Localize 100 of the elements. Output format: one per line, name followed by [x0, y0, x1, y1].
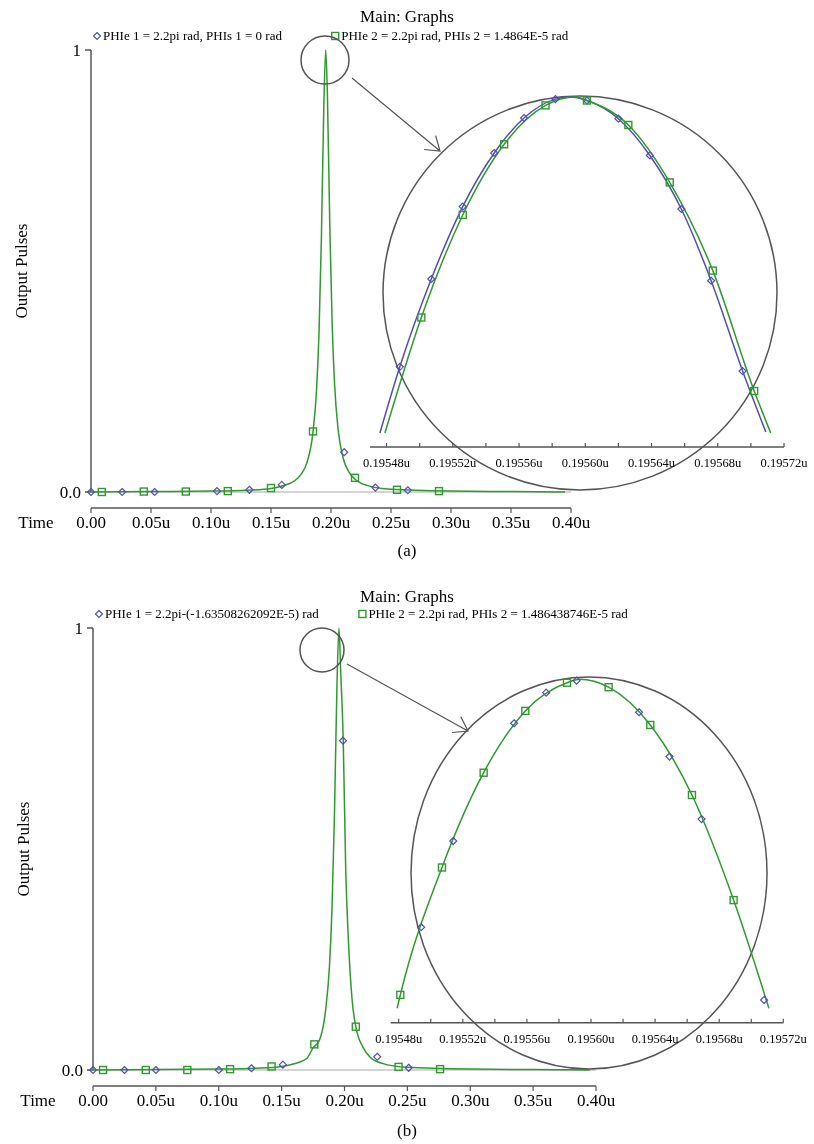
point [677, 204, 686, 214]
point [729, 895, 738, 905]
y-axis-title: Output Pulses [12, 223, 31, 319]
x-tick-label: 0.19564u [631, 1031, 680, 1046]
point [350, 473, 360, 483]
point [519, 113, 529, 123]
point [118, 487, 127, 497]
point [708, 266, 717, 275]
point [749, 386, 759, 396]
point [604, 683, 613, 692]
x-tick-label: 0.19572u [760, 456, 809, 470]
point [542, 688, 551, 697]
x-tick-label: 0.19548u [375, 1031, 423, 1046]
point [665, 752, 674, 761]
point [371, 483, 380, 492]
point [212, 487, 222, 496]
point [338, 736, 348, 745]
point [551, 95, 560, 104]
point [634, 708, 644, 717]
point [351, 1022, 361, 1031]
point [434, 486, 444, 496]
x-tick-label: 0.15u [251, 513, 291, 532]
x-tick-label: 0.19572u [759, 1031, 808, 1046]
point [437, 863, 447, 872]
x-axis-title: Time [20, 1091, 56, 1110]
x-tick-label: 0.19564u [628, 456, 676, 470]
point [141, 1065, 151, 1075]
point [373, 1052, 382, 1061]
x-tick-label: 0.35u [514, 1091, 553, 1110]
y-tick-label: 1 [74, 619, 83, 638]
x-tick-label: 0.19552u [429, 456, 477, 470]
point [490, 148, 499, 158]
legend-label: PHIe 2 = 2.2pi rad, PHIs 2 = 1.4864E-5 rad [341, 28, 569, 43]
point [98, 1065, 108, 1075]
point [395, 362, 404, 371]
point [646, 720, 655, 730]
point [214, 1065, 223, 1075]
legend-label: PHIe 2 = 2.2pi rad, PHIs 2 = 1.486438746E-5 rad [368, 606, 629, 621]
point [614, 114, 623, 123]
point [340, 448, 349, 457]
x-tick-label: 0.30u [451, 1091, 490, 1110]
point [97, 487, 106, 497]
point [278, 1060, 287, 1069]
text: (a) [397, 541, 417, 560]
legend-label: PHIe 1 = 2.2pi rad, PHIs 1 = 0 rad [103, 28, 283, 43]
point [449, 836, 458, 846]
x-tick-label: 0.19552u [439, 1031, 487, 1046]
x-tick-label: 0.00 [76, 513, 106, 532]
x-tick-label: 0.19568u [695, 1031, 744, 1046]
point [499, 140, 509, 149]
x-tick-label: 0.05u [136, 1091, 176, 1110]
x-tick-label: 0.19560u [561, 456, 610, 470]
point [277, 480, 286, 490]
point [120, 1065, 129, 1075]
y-axis-title: Output Pulses [14, 801, 33, 897]
x-tick-label: 0.19548u [363, 456, 411, 470]
point [139, 487, 148, 496]
x-tick-label: 0.30u [431, 513, 471, 532]
y-tick-label: 1 [72, 41, 81, 60]
point [247, 1064, 256, 1073]
x-tick-label: 0.10u [199, 1091, 239, 1110]
x-tick-label: 0.25u [371, 513, 411, 532]
point [572, 676, 581, 685]
point [509, 719, 519, 728]
point [759, 995, 769, 1005]
x-axis-title: Time [18, 513, 54, 532]
chart-title: Main: Graphs [360, 7, 454, 26]
point [245, 485, 254, 494]
x-tick-label: 0.19560u [567, 1031, 616, 1046]
point [707, 276, 716, 285]
point [308, 427, 318, 436]
point [266, 483, 276, 493]
point [223, 486, 232, 496]
point [225, 1064, 235, 1074]
point [541, 101, 550, 110]
point [150, 487, 159, 497]
point [479, 768, 488, 777]
x-tick-label: 0.40u [551, 513, 591, 532]
point [151, 1065, 160, 1075]
point [687, 790, 697, 800]
x-tick-label: 0.20u [311, 513, 351, 532]
point [181, 487, 190, 496]
y-tick-label: 0.0 [59, 483, 81, 502]
point [521, 706, 530, 716]
point [183, 1065, 192, 1075]
point [624, 120, 633, 130]
point [458, 202, 467, 211]
point [738, 366, 747, 376]
point [417, 313, 426, 322]
point [697, 814, 706, 824]
point [435, 1064, 445, 1074]
point [394, 1062, 403, 1072]
text: (b) [397, 1121, 417, 1140]
x-tick-label: 0.05u [131, 513, 171, 532]
point [645, 151, 654, 160]
x-tick-label: 0.25u [388, 1091, 427, 1110]
x-tick-label: 0.10u [191, 513, 231, 532]
x-tick-label: 0.35u [491, 513, 531, 532]
point [427, 274, 436, 284]
x-tick-label: 0.40u [576, 1091, 616, 1110]
